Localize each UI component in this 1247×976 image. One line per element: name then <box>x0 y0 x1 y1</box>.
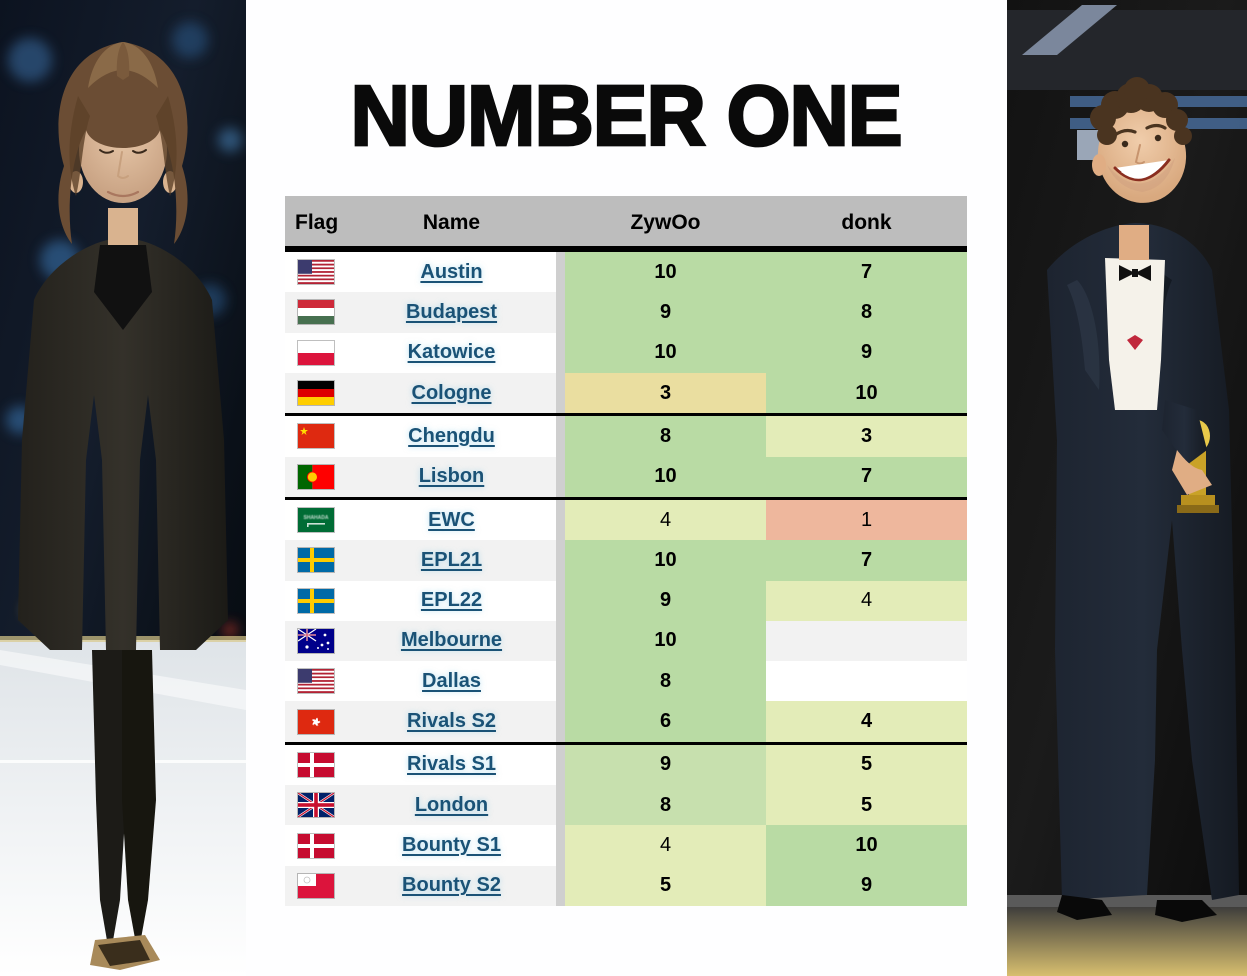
svg-text:SHAHADA: SHAHADA <box>304 515 329 521</box>
